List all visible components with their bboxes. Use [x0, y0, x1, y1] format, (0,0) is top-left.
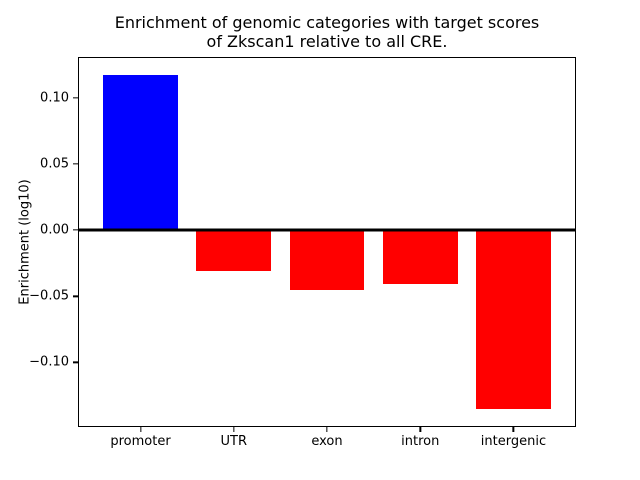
bar-exon [289, 230, 365, 290]
y-tick-label: −0.10 [29, 354, 69, 370]
y-axis-label: Enrichment (log10) [17, 179, 33, 305]
plot-area: 0.10 0.05 0.00 −0.05 −0.10 promoter UTR exon int… [29, 57, 576, 449]
x-tick-mark [139, 426, 142, 432]
y-tick-mark [73, 295, 79, 297]
bar-promoter [103, 75, 178, 231]
x-tick-label-promoter: promoter [110, 434, 171, 449]
x-tick-mark [512, 426, 515, 432]
y-tick-mark [73, 229, 79, 231]
y-tick-mark [73, 97, 79, 99]
y-tick-label: 0.10 [40, 90, 69, 106]
x-tick-label-intron: intron [401, 434, 440, 449]
x-tick-mark [419, 426, 421, 432]
bar-intergenic [476, 230, 551, 409]
y-tick-label: −0.05 [29, 288, 69, 304]
x-tick-label-UTR: UTR [220, 434, 248, 449]
y-tick-label: 0.05 [40, 156, 69, 172]
chart-title: Enrichment of genomic categories with ta… [114, 13, 540, 51]
x-tick-mark [233, 426, 235, 432]
y-tick-mark [73, 163, 79, 165]
y-tick-mark [73, 361, 79, 364]
bar-intron [382, 230, 458, 285]
x-tick-label-intergenic: intergenic [480, 434, 547, 449]
bar-UTR [196, 230, 272, 272]
x-tick-mark [326, 426, 328, 432]
x-tick-label-exon: exon [311, 434, 343, 449]
zero-line [79, 228, 575, 232]
y-tick-label: 0.00 [40, 222, 69, 238]
